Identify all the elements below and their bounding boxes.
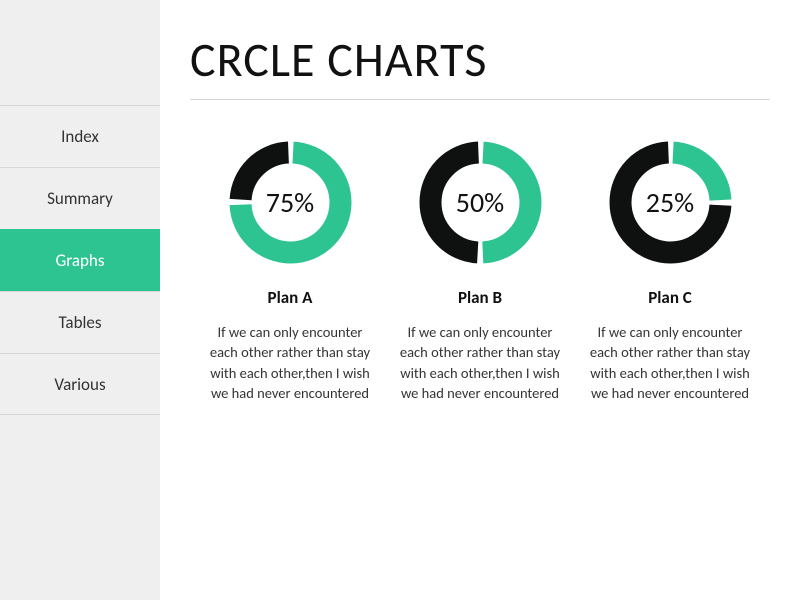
sidebar-item-summary[interactable]: Summary <box>0 167 160 229</box>
plan-c-desc: If we can only encounter each other rath… <box>580 322 760 403</box>
sidebar-item-label: Tables <box>58 312 101 333</box>
plan-b-title: Plan B <box>458 287 502 308</box>
sidebar-item-index[interactable]: Index <box>0 105 160 167</box>
sidebar-item-various[interactable]: Various <box>0 353 160 415</box>
donut-a: 75% <box>228 140 353 265</box>
plan-a-desc: If we can only encounter each other rath… <box>200 322 380 403</box>
donut-b: 50% <box>418 140 543 265</box>
sidebar-item-tables[interactable]: Tables <box>0 291 160 353</box>
title-divider <box>190 99 770 100</box>
plan-a-title: Plan A <box>268 287 313 308</box>
donut-c: 25% <box>608 140 733 265</box>
donut-b-percent: 50% <box>418 140 543 265</box>
sidebar-item-label: Summary <box>47 188 113 209</box>
chart-plan-b: 50% Plan B If we can only encounter each… <box>390 140 570 403</box>
plan-c-title: Plan C <box>648 287 692 308</box>
sidebar-item-label: Various <box>54 374 105 395</box>
sidebar-item-graphs[interactable]: Graphs <box>0 229 160 291</box>
charts-row: 75% Plan A If we can only encounter each… <box>190 140 770 403</box>
chart-plan-c: 25% Plan C If we can only encounter each… <box>580 140 760 403</box>
chart-plan-a: 75% Plan A If we can only encounter each… <box>200 140 380 403</box>
sidebar: Index Summary Graphs Tables Various <box>0 0 160 600</box>
sidebar-item-label: Graphs <box>56 250 105 271</box>
donut-a-percent: 75% <box>228 140 353 265</box>
page-title: CRCLE CHARTS <box>190 30 770 89</box>
plan-b-desc: If we can only encounter each other rath… <box>390 322 570 403</box>
main-content: CRCLE CHARTS 75% Plan A If we can only e… <box>160 0 800 600</box>
donut-c-percent: 25% <box>608 140 733 265</box>
sidebar-item-label: Index <box>61 126 99 147</box>
